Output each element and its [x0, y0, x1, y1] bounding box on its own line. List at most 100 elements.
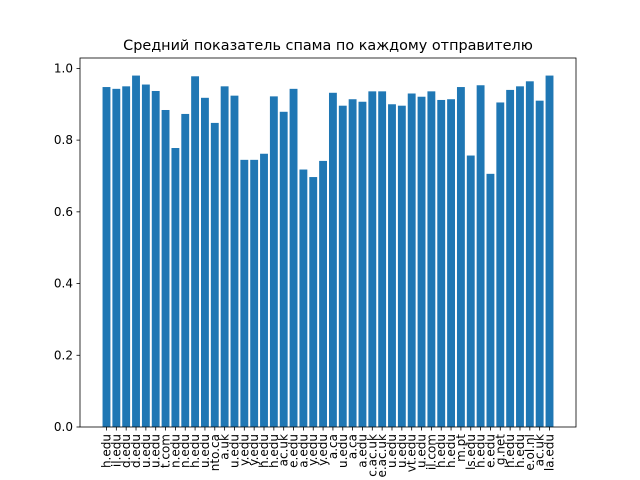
bar [220, 86, 229, 428]
x-tick-label: m.pt [454, 434, 468, 462]
x-tick-label: u.edu [149, 434, 163, 468]
y-tick-label: 0.4 [54, 277, 73, 291]
bar [181, 113, 190, 428]
x-tick-label: y.edu [237, 434, 251, 466]
bar [200, 97, 209, 428]
bar [486, 173, 495, 427]
bar [516, 86, 524, 428]
bar [210, 122, 219, 427]
bar [525, 81, 534, 428]
bar [279, 111, 288, 427]
bar [397, 105, 406, 427]
x-tick-label: h.edu [267, 434, 281, 468]
x-tick-label: g.net [493, 434, 507, 465]
bar [456, 87, 465, 428]
x-tick-label: h.edu [474, 434, 488, 468]
x-tick-label: y.edu [306, 434, 320, 466]
x-tick-label: a.edu [355, 434, 369, 468]
x-tick-label: h.edu [503, 434, 517, 468]
y-tick-label: 1.0 [54, 61, 73, 75]
x-tick-label: h.edu [188, 434, 202, 468]
bar [358, 101, 367, 427]
x-tick-label: a.ca [346, 434, 360, 459]
x-tick-label: il.edu [109, 434, 123, 467]
x-tick-label: c.ac.uk [365, 434, 379, 477]
bar [161, 109, 170, 428]
x-tick-label: h.edu [257, 434, 271, 468]
bar [496, 102, 505, 428]
bar [250, 159, 259, 427]
bar [309, 177, 318, 427]
bar [545, 75, 554, 428]
bar [328, 92, 337, 428]
y-tick-label: 0.6 [54, 205, 73, 219]
bar [506, 89, 515, 427]
x-tick-label: a.uk [218, 434, 232, 460]
bar [191, 76, 200, 427]
x-tick-label: u.edu [336, 434, 350, 468]
chart-title: Средний показатель спама по каждому отпр… [123, 38, 533, 54]
bar [240, 159, 249, 427]
bar [299, 169, 308, 427]
x-tick-label: h.edu [444, 434, 458, 468]
x-tick-label: y.edu [316, 434, 330, 466]
x-tick-label: d.edu [119, 434, 133, 468]
x-tick-label: u.edu [139, 434, 153, 468]
x-tick-label: h.edu [99, 434, 113, 468]
x-tick-label: u.edu [415, 434, 429, 468]
x-tick-label: e.ol.nl [523, 434, 537, 471]
x-tick-label: a.edu [296, 434, 310, 468]
bar [112, 88, 121, 427]
x-tick-label: u.edu [385, 434, 399, 468]
x-tick-label: t.com [159, 434, 173, 468]
bar [289, 88, 298, 427]
bar [447, 99, 456, 427]
x-tick-label: il.com [424, 434, 438, 470]
x-tick-label: ls.edu [464, 434, 478, 470]
bar [269, 96, 278, 427]
bar [338, 105, 347, 427]
y-tick-label: 0.0 [54, 420, 73, 434]
x-tick-label: d.edu [129, 434, 143, 468]
bar [427, 91, 436, 427]
bar [417, 96, 426, 427]
bar [388, 104, 396, 428]
x-tick-label: e.edu [287, 434, 301, 468]
bar [171, 148, 180, 428]
bar [141, 84, 150, 428]
x-tick-label: n.edu [168, 434, 182, 468]
x-tick-label: h.edu [434, 434, 448, 468]
bar [348, 99, 357, 427]
bar [378, 91, 387, 427]
bar [132, 75, 140, 428]
bar [437, 99, 446, 427]
x-tick-label: u.edu [198, 434, 212, 468]
x-tick-label: a.ca [326, 434, 340, 459]
x-tick-label: nto.ca [208, 434, 222, 471]
axes-frame [79, 57, 577, 428]
bar [319, 160, 328, 427]
x-tick-label: e.ac.uk [375, 434, 389, 478]
x-tick-label: u.edu [395, 434, 409, 468]
x-tick-label: h.edu [513, 434, 527, 468]
x-tick-label: n.edu [178, 434, 192, 468]
x-tick-label: la.edu [543, 434, 557, 471]
bar [476, 85, 485, 427]
bar [407, 93, 416, 427]
x-tick-label: y.edu [247, 434, 261, 466]
x-tick-label: e.edu [483, 434, 497, 468]
bar [466, 155, 475, 427]
bar [122, 86, 131, 428]
bar [151, 90, 160, 427]
y-tick-label: 0.8 [54, 133, 73, 147]
x-tick-label: ac.uk [277, 434, 291, 466]
bar [230, 95, 239, 427]
x-tick-label: ac.uk [533, 434, 547, 466]
bar [368, 91, 377, 427]
y-tick-label: 0.2 [54, 348, 73, 362]
bar [260, 153, 268, 428]
bar [102, 87, 111, 428]
x-tick-label: u.edu [227, 434, 241, 468]
bar [535, 100, 544, 428]
